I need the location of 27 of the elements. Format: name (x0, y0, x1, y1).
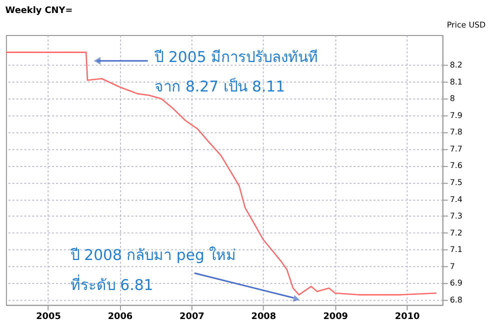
annotation: ปี 2005 มีการปรับลงทันที (154, 48, 318, 66)
y-tick-label: 8.1 (450, 77, 462, 86)
y-tick-label: 8.2 (450, 60, 462, 70)
y-tick-label: 7.3 (450, 212, 462, 221)
y-tick-label: 7.1 (450, 245, 462, 254)
y-axis-title: Price USD (446, 20, 486, 30)
y-tick-label: 6.8 (450, 295, 462, 304)
x-tick-label: 2009 (323, 312, 348, 322)
y-tick-label: 8 (450, 94, 455, 104)
y-tick-label: 7.7 (450, 144, 462, 154)
annotation: ที่ระดับ 6.81 (70, 274, 154, 294)
y-tick-label: 7 (450, 262, 455, 271)
y-tick-label: 7.4 (450, 194, 462, 204)
x-tick-label: 2007 (180, 312, 204, 322)
x-tick-label: 2005 (36, 312, 61, 322)
x-tick-label: 2008 (251, 312, 276, 322)
y-tick-label: 7.2 (450, 228, 462, 238)
x-tick-label: 2010 (394, 312, 420, 322)
y-tick-label: 7.6 (450, 161, 462, 170)
chart-title: Weekly CNY= (5, 6, 73, 16)
x-tick-label: 2006 (108, 312, 133, 322)
annotation: ปี 2008 กลับมา peg ใหม่ (69, 246, 236, 264)
y-tick-label: 7.5 (450, 178, 462, 187)
y-tick-label: 7.9 (450, 110, 462, 120)
y-tick-label: 6.9 (450, 278, 462, 288)
y-tick-label: 7.8 (450, 128, 462, 137)
annotation: จาก 8.27 เป็น 8.11 (154, 76, 286, 96)
